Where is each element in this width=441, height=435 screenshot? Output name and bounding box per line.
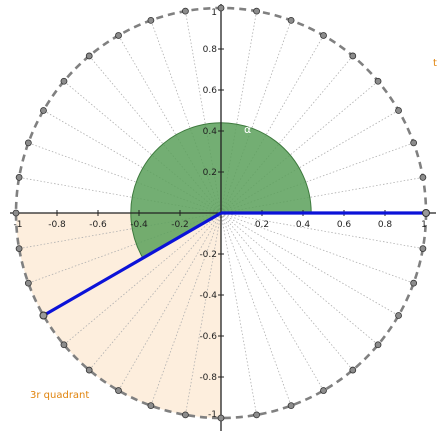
x-tick-label: -0.4	[130, 220, 148, 230]
radial-guide-line	[220, 142, 414, 214]
unit-circle-point	[24, 139, 32, 147]
radial-guide-line	[220, 212, 399, 316]
radial-guide-line	[63, 80, 222, 214]
radial-guide-line	[28, 212, 222, 284]
radial-guide-line	[220, 212, 414, 284]
radial-guide-line	[220, 212, 423, 249]
quadrant-label: 3r quadrant	[30, 390, 89, 401]
radial-guide-line	[43, 110, 222, 214]
unit-circle-point	[12, 209, 20, 217]
unit-circle-point	[85, 366, 93, 374]
radial-guide-line	[220, 11, 257, 214]
unit-circle-point	[182, 7, 189, 15]
y-tick-label: 0.2	[203, 168, 217, 178]
radial-guide-line	[19, 212, 222, 249]
unit-circle-point	[40, 107, 47, 114]
radial-guide-line	[220, 80, 379, 214]
y-tick-label: 0.8	[203, 45, 218, 55]
x-tick-label: -0.6	[89, 220, 107, 230]
unit-circle-point	[217, 414, 225, 422]
unit-circle-point	[287, 16, 295, 24]
unit-circle-point	[253, 7, 260, 15]
radial-guide-line	[220, 212, 292, 406]
radial-guide-line	[220, 212, 257, 415]
unit-circle-point	[15, 245, 23, 252]
radial-guide-line	[220, 110, 399, 214]
radial-guide-line	[220, 35, 324, 214]
unit-circle-point	[349, 52, 357, 60]
radial-guide-line	[150, 212, 222, 406]
terminal-side-ray	[42, 211, 222, 317]
unit-circle-point	[60, 77, 68, 85]
x-tick-label: 0.8	[378, 220, 393, 230]
radial-guide-line	[63, 212, 222, 346]
x-tick-label: 0.6	[337, 220, 352, 230]
unit-circle-point	[115, 32, 122, 39]
third-quadrant-shading	[16, 213, 221, 418]
radial-guide-line	[28, 142, 222, 214]
y-tick-label: -0.4	[199, 291, 217, 301]
x-tick-label: -0.2	[171, 220, 189, 230]
unit-circle-point	[85, 52, 93, 60]
x-tick-label: -1	[14, 220, 23, 230]
unit-circle-point	[253, 411, 260, 419]
unit-circle-point	[374, 341, 382, 349]
radial-guide-line	[185, 11, 222, 214]
unit-circle-point	[15, 174, 23, 181]
unit-circle-point	[320, 387, 327, 394]
radial-guide-line	[220, 177, 423, 214]
radial-guide-line	[220, 20, 292, 214]
unit-circle-point	[182, 411, 189, 419]
y-tick-label: 0.4	[203, 127, 218, 137]
radial-guide-line	[88, 55, 222, 214]
y-tick-label: 1	[211, 8, 217, 18]
y-tick-label: -0.6	[199, 332, 217, 342]
radial-guide-line	[118, 35, 222, 214]
unit-circle-point	[419, 245, 427, 252]
unit-circle-point	[395, 312, 402, 319]
unit-circle-point	[60, 341, 68, 349]
unit-circle-point	[395, 107, 402, 114]
x-tick-label: 0.2	[255, 220, 269, 230]
unit-circle-point	[287, 402, 295, 410]
unit-circle-point	[147, 16, 155, 24]
y-tick-label: -1	[208, 410, 217, 420]
x-tick-label: 0.4	[296, 220, 311, 230]
initial-side-point[interactable]	[422, 209, 430, 217]
x-tick-label: 1	[421, 220, 427, 230]
radial-guide-line	[220, 55, 354, 214]
unit-circle-point	[147, 402, 155, 410]
radial-guide-line	[19, 177, 222, 214]
radial-guide-line	[88, 212, 222, 371]
corner-label: t	[433, 58, 437, 69]
angle-label: α	[244, 123, 251, 136]
x-tick-labels: -1 -0.8 -0.6 -0.4 -0.2 0.2 0.4 0.6 0.8 1	[14, 220, 427, 230]
radial-guide-line	[220, 212, 379, 346]
unit-circle-point	[410, 139, 418, 147]
x-tick-label: -0.8	[48, 220, 66, 230]
radial-guide-line	[185, 212, 222, 415]
y-tick-label: -0.2	[199, 250, 217, 260]
radial-guide-line	[118, 212, 222, 391]
unit-circle-point	[374, 77, 382, 85]
radial-guide-line	[220, 212, 324, 391]
unit-circle-point	[410, 279, 418, 287]
unit-circle-point	[115, 387, 122, 394]
unit-circle-point	[320, 32, 327, 39]
y-tick-label: -0.8	[199, 373, 217, 383]
terminal-side-point[interactable]	[39, 311, 48, 320]
radial-guide-line	[150, 20, 222, 214]
unit-circle-point	[24, 279, 32, 287]
unit-circle-point	[217, 4, 225, 12]
unit-circle-point	[419, 174, 427, 181]
y-tick-label: 0.6	[203, 86, 218, 96]
y-tick-labels: 1 0.8 0.6 0.4 0.2 -0.2 -0.4 -0.6 -0.8 -1	[199, 8, 217, 420]
radial-guide-line	[220, 212, 354, 371]
unit-circle-point	[349, 366, 357, 374]
